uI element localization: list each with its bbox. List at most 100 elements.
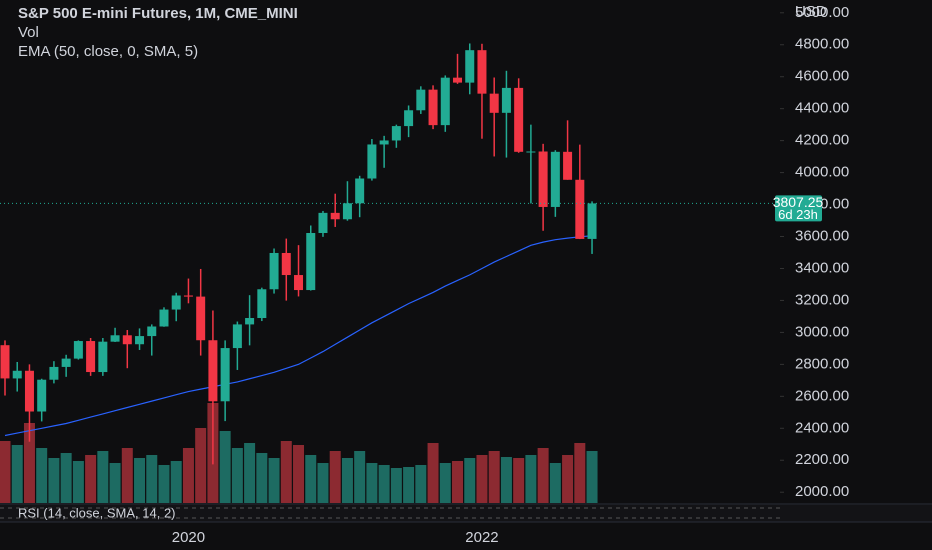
candle-body (24, 370, 34, 412)
volume-bar (562, 455, 574, 503)
candle-body (489, 93, 499, 113)
candle-body (49, 366, 59, 380)
candle-body (342, 203, 352, 220)
volume-bar (366, 463, 378, 503)
candle-body (306, 233, 316, 291)
volume-bar (415, 465, 427, 503)
volume-bar (378, 465, 390, 503)
y-tick-label: 3400.00 (795, 259, 849, 276)
x-tick-label: 2022 (465, 529, 498, 546)
volume-bar (476, 455, 488, 503)
indicator-label: RSI (14, close, SMA, 14, 2) (18, 505, 176, 520)
countdown-label: 6d 23h (778, 207, 818, 222)
volume-bar (268, 458, 280, 503)
volume-bar (231, 448, 243, 503)
candle-body (526, 151, 536, 153)
volume-bar (341, 458, 353, 503)
last-price-box (775, 195, 822, 222)
candle-body (538, 151, 548, 207)
y-tick-label: 4200.00 (795, 132, 849, 149)
last-price-label: 3807.25 (773, 194, 824, 210)
volume-bar (244, 443, 256, 503)
volume-bar (280, 441, 292, 503)
y-tick-label: 4000.00 (795, 164, 849, 181)
volume-bar (427, 443, 439, 503)
candle-body (294, 275, 304, 291)
volume-bar (109, 463, 121, 503)
candle-body (416, 89, 426, 111)
volume-bar (513, 458, 525, 503)
candle-body (355, 178, 365, 204)
volume-bar (354, 451, 366, 503)
volume-bar (170, 461, 182, 503)
y-tick-label: 2800.00 (795, 355, 849, 372)
candle-body (73, 341, 83, 359)
candle-body (0, 345, 10, 379)
candle-body (465, 50, 475, 83)
y-tick-label: 3200.00 (795, 291, 849, 308)
candle-body (281, 252, 291, 276)
candle-body (575, 179, 585, 239)
candle-body (379, 140, 389, 145)
candle-body (563, 151, 573, 180)
volume-bar (134, 458, 146, 503)
candle-body (86, 341, 96, 373)
volume-bar (439, 463, 451, 503)
volume-bar (146, 455, 158, 503)
volume-bar (60, 453, 72, 503)
volume-bar (525, 455, 537, 503)
volume-bar (586, 451, 598, 503)
y-tick-label: 3600.00 (795, 227, 849, 244)
candle-body (147, 326, 157, 337)
candle-body (12, 370, 22, 379)
volume-bar (11, 445, 23, 503)
candle-body (269, 252, 279, 290)
candle-body (159, 309, 169, 327)
candle-body (61, 358, 71, 367)
y-tick-label: 5000.00 (795, 4, 849, 21)
y-tick-label: 4600.00 (795, 68, 849, 85)
candle-body (477, 50, 487, 94)
indicator-label: Vol (18, 24, 39, 41)
volume-bar (23, 423, 35, 503)
candle-body (428, 89, 438, 126)
candle-body (245, 318, 255, 325)
candle-body (122, 335, 132, 345)
candle-body (587, 203, 597, 239)
candle-body (367, 144, 377, 179)
candle-body (453, 77, 463, 83)
y-tick-label: 4800.00 (795, 36, 849, 53)
x-tick-label: 2020 (172, 529, 205, 546)
volume-bar (158, 465, 170, 503)
candle-body (196, 296, 206, 341)
volume-bar (488, 451, 500, 503)
volume-bar (256, 453, 268, 503)
volume-bar (574, 443, 586, 503)
candle-body (98, 341, 108, 373)
candle-body (318, 212, 328, 234)
candle-body (171, 295, 181, 310)
candle-body (37, 379, 47, 412)
volume-bar (182, 448, 194, 503)
y-tick-label: 2400.00 (795, 419, 849, 436)
volume-bar (0, 441, 11, 503)
candle-body (330, 212, 340, 220)
volume-bar (48, 458, 60, 503)
candle-body (135, 336, 145, 345)
volume-bar (500, 457, 512, 503)
volume-bar (549, 463, 561, 503)
candle-body (550, 151, 560, 207)
y-tick-label: 2600.00 (795, 387, 849, 404)
volume-bar (85, 455, 97, 503)
candle-body (220, 348, 230, 402)
volume-bar (452, 461, 464, 503)
candle-body (208, 340, 218, 402)
y-tick-label: 4400.00 (795, 100, 849, 117)
indicator-label: EMA (50, close, 0, SMA, 5) (18, 43, 198, 60)
volume-bar (537, 448, 549, 503)
volume-bar (195, 428, 207, 503)
volume-bar (464, 458, 476, 503)
volume-bar (121, 448, 133, 503)
candle-body (514, 87, 524, 152)
